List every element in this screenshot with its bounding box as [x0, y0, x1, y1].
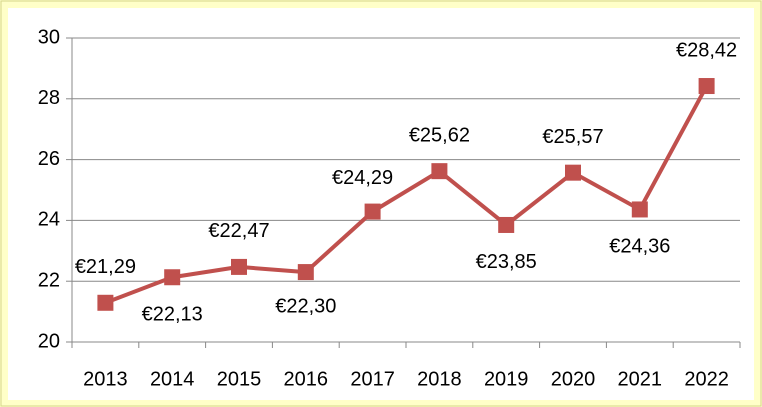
- data-label: €22,47: [208, 220, 269, 242]
- marker: [231, 258, 247, 275]
- data-label: €24,36: [609, 236, 670, 258]
- y-tick-label: 22: [38, 269, 60, 291]
- data-label: €25,57: [542, 126, 603, 148]
- marker: [431, 163, 448, 180]
- marker: [297, 264, 314, 281]
- x-tick-label: 2020: [551, 368, 596, 390]
- data-label: €23,85: [476, 251, 537, 273]
- y-tick-label: 26: [38, 148, 60, 170]
- y-tick-label: 24: [38, 209, 60, 231]
- x-tick-label: 2013: [83, 368, 128, 390]
- marker: [565, 164, 581, 181]
- data-label: €28,42: [676, 39, 737, 61]
- data-label: €22,13: [142, 304, 203, 326]
- x-tick-label: 2016: [284, 368, 329, 390]
- marker: [631, 201, 648, 218]
- marker: [698, 78, 715, 95]
- marker: [97, 294, 114, 311]
- y-tick-label: 28: [38, 87, 60, 109]
- x-tick-label: 2015: [217, 368, 262, 390]
- x-tick-label: 2018: [417, 368, 462, 390]
- y-tick-label: 30: [38, 26, 60, 48]
- x-tick-label: 2019: [484, 368, 529, 390]
- marker: [364, 203, 381, 220]
- data-label: €24,29: [332, 167, 393, 189]
- x-tick-label: 2021: [618, 368, 663, 390]
- x-tick-label: 2014: [150, 368, 195, 390]
- data-label: €22,30: [275, 295, 336, 317]
- y-tick-label: 20: [38, 330, 60, 352]
- marker: [498, 216, 515, 233]
- line: [104, 85, 709, 305]
- data-label: €21,29: [75, 256, 136, 278]
- marker: [164, 269, 181, 286]
- x-tick-label: 2017: [350, 368, 395, 390]
- data-label: €25,62: [409, 124, 470, 146]
- x-tick-label: 2022: [684, 368, 729, 390]
